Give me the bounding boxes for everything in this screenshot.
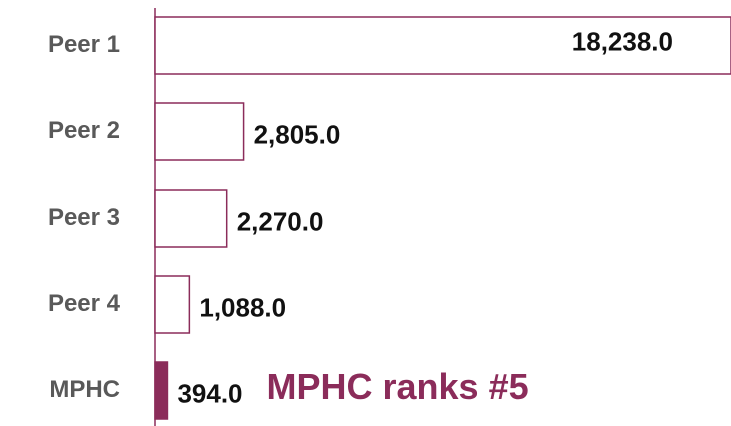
bar: [154, 189, 228, 248]
bar: [154, 16, 731, 75]
y-tick-label: MPHC: [49, 376, 120, 403]
bar: [154, 102, 245, 161]
y-tick-label: Peer 3: [48, 204, 120, 231]
data-label: 2,270.0: [237, 206, 324, 236]
data-label: 394.0: [177, 378, 242, 408]
data-label: 2,805.0: [254, 119, 341, 149]
data-label: 1,088.0: [199, 292, 286, 322]
y-tick-label: Peer 2: [48, 117, 120, 144]
data-label: 18,238.0: [572, 26, 673, 56]
bar: [154, 361, 169, 420]
annotation: MPHC ranks #5: [267, 366, 529, 407]
y-tick-label: Peer 1: [48, 31, 120, 58]
y-tick-label: Peer 4: [48, 290, 121, 317]
bar: [154, 275, 191, 334]
